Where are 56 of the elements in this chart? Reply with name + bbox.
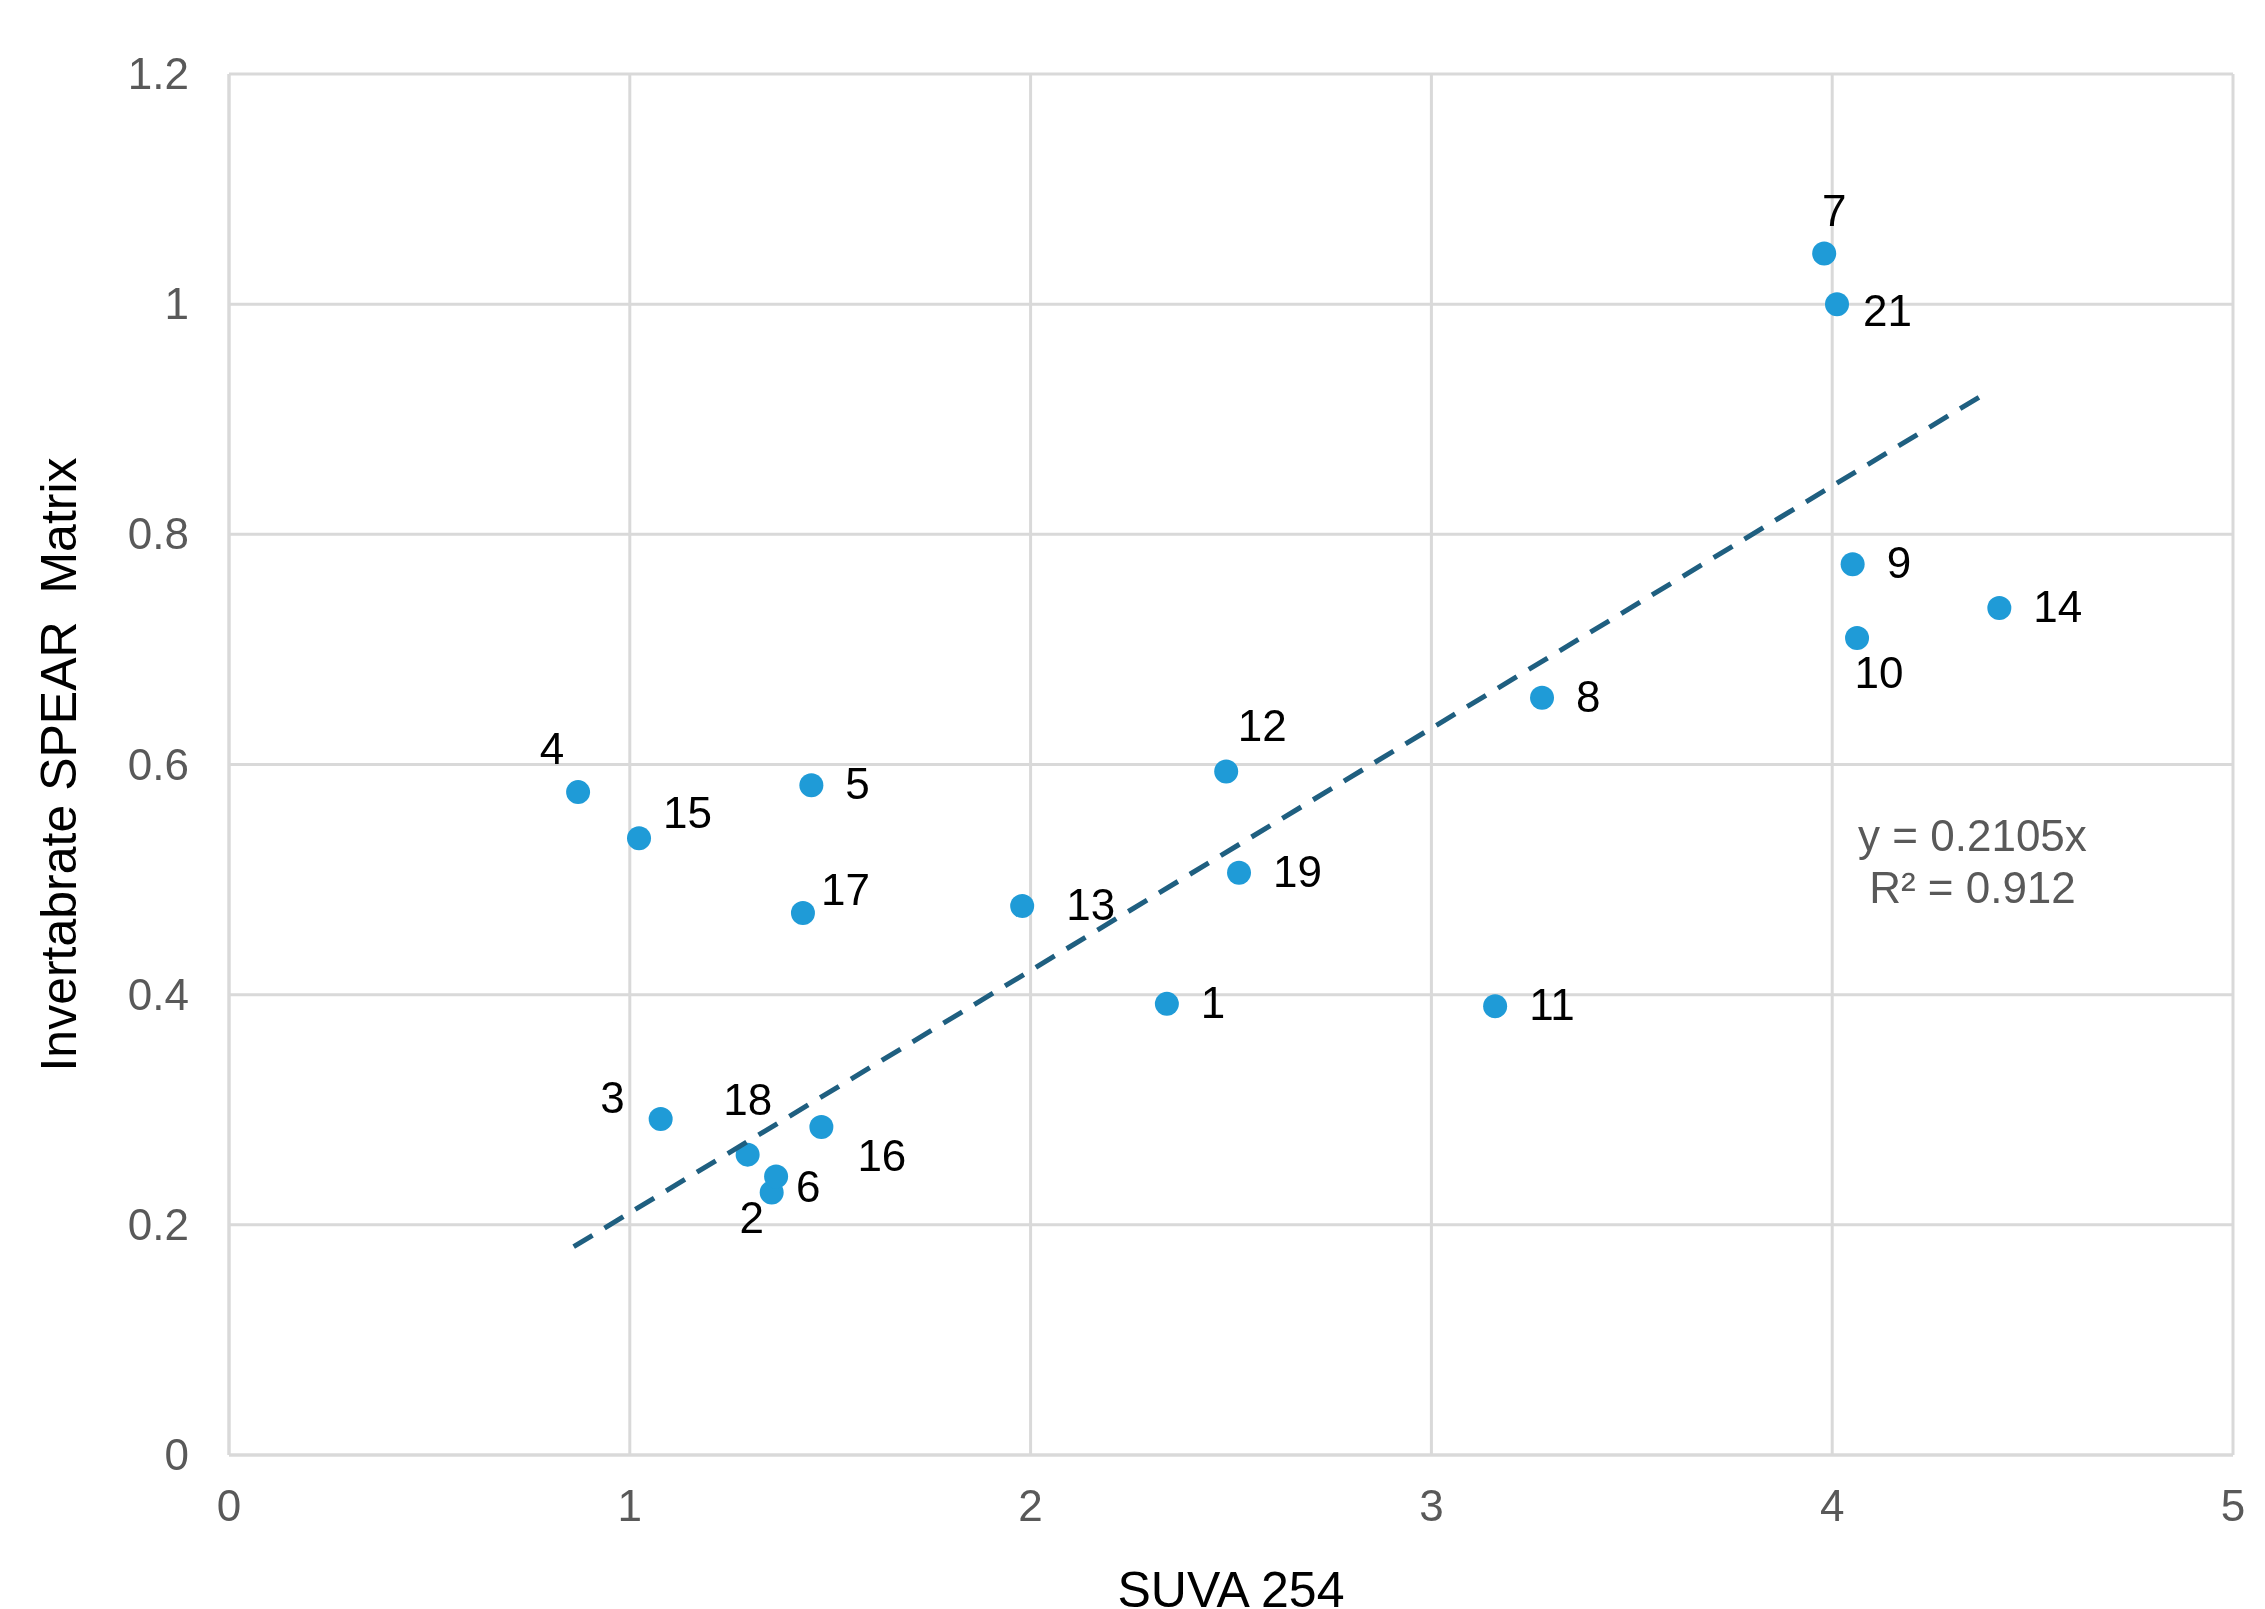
annotation: 5 xyxy=(845,759,870,809)
annotation: 12 xyxy=(1237,701,1287,751)
point xyxy=(1530,685,1555,710)
point xyxy=(764,1164,789,1189)
annotation: 8 xyxy=(1576,671,1601,721)
y-tick-label: 1 xyxy=(164,279,189,329)
point xyxy=(1825,292,1850,317)
annotation: 16 xyxy=(857,1131,907,1181)
point xyxy=(1227,860,1252,885)
annotation: 17 xyxy=(820,864,870,914)
x-tick-label: 4 xyxy=(1819,1481,1845,1530)
annotation: 13 xyxy=(1066,880,1116,930)
y-tick-label: 0.6 xyxy=(127,739,189,789)
point xyxy=(1812,241,1837,266)
point xyxy=(809,1115,834,1140)
y-tick-label: 1.2 xyxy=(127,49,189,98)
point xyxy=(1845,625,1870,650)
annotation: 11 xyxy=(1529,980,1575,1030)
point xyxy=(627,826,652,851)
x-tick-label: 0 xyxy=(216,1481,242,1530)
point xyxy=(735,1142,760,1167)
annotation: R² = 0.912 xyxy=(1869,862,2076,912)
annotation: y = 0.2105x xyxy=(1858,810,2087,860)
annotation: 1 xyxy=(1200,977,1226,1027)
y-tick-label: 0.8 xyxy=(127,509,189,559)
point xyxy=(1214,759,1239,784)
annotation: 19 xyxy=(1273,846,1322,896)
x-axis-title: SUVA 254 xyxy=(1117,1562,1345,1609)
point xyxy=(790,900,815,925)
annotation: 21 xyxy=(1863,286,1912,336)
y-tick-label: 0.2 xyxy=(127,1199,189,1249)
annotation: 2 xyxy=(739,1192,764,1242)
point xyxy=(1483,994,1508,1019)
point xyxy=(799,773,824,798)
annotation: 9 xyxy=(1886,538,1912,588)
annotation: 4 xyxy=(539,724,565,774)
point xyxy=(1154,991,1179,1016)
annotation: 18 xyxy=(723,1074,773,1124)
point xyxy=(648,1106,673,1131)
x-tick-label: 3 xyxy=(1419,1481,1444,1530)
y-tick-label: 0 xyxy=(164,1430,189,1479)
x-tick-label: 1 xyxy=(617,1481,643,1530)
annotation: 14 xyxy=(2033,581,2083,631)
point xyxy=(1840,552,1865,577)
annotation: 3 xyxy=(600,1072,625,1122)
annotation: 7 xyxy=(1821,185,1847,235)
x-tick-label: 2 xyxy=(1018,1481,1043,1530)
point xyxy=(1010,894,1035,919)
point xyxy=(566,780,591,805)
y-tick-label: 0.4 xyxy=(127,969,189,1019)
annotation: 10 xyxy=(1854,647,1904,697)
x-tick-label: 5 xyxy=(2220,1481,2246,1530)
annotation: 15 xyxy=(663,788,712,838)
point xyxy=(1987,595,2012,620)
annotation: 6 xyxy=(796,1162,821,1212)
y-axis-title: Invertabrate SPEAR Matrix xyxy=(31,457,87,1072)
